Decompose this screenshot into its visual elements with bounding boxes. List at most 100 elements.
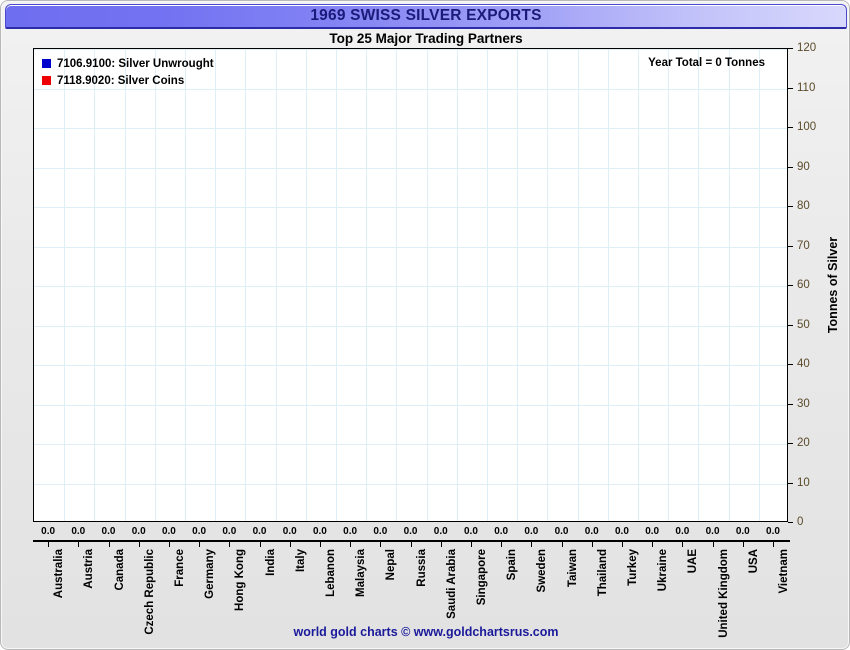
y-axis-tick <box>788 285 793 286</box>
x-axis-category: Nepal <box>365 541 397 649</box>
x-axis-tick <box>621 541 623 547</box>
page-title: 1969 SWISS SILVER EXPORTS <box>310 7 542 24</box>
y-axis-tick-label: 40 <box>797 358 810 370</box>
bar-value-label: 0.0 <box>705 526 720 537</box>
bar-value-label: 0.0 <box>645 526 660 537</box>
y-axis-tick <box>788 483 793 484</box>
x-axis-category: Turkey <box>607 541 639 649</box>
gridline-vertical <box>336 49 337 521</box>
gridline-vertical <box>698 49 699 521</box>
x-axis-tick <box>48 541 50 547</box>
bar-value-label: 0.0 <box>71 526 86 537</box>
gridline-vertical <box>608 49 609 521</box>
y-axis-tick <box>788 127 793 128</box>
gridline-vertical <box>306 49 307 521</box>
x-axis-tick <box>591 541 593 547</box>
x-axis-tick <box>108 541 110 547</box>
x-axis-category: Australia <box>33 541 65 649</box>
x-axis-category: Lebanon <box>305 541 337 649</box>
y-axis-tick <box>788 404 793 405</box>
bar-value-label: 0.0 <box>615 526 629 537</box>
gridline-vertical <box>517 49 518 521</box>
y-axis-tick-label: 80 <box>797 200 810 212</box>
legend-item[interactable]: 7106.9100: Silver Unwrought <box>42 56 214 71</box>
y-axis-tick-label: 0 <box>797 516 804 528</box>
bar-value-label: 0.0 <box>252 526 267 537</box>
gridline-vertical <box>547 49 548 521</box>
x-axis-category-row: Australia Austria Canada Czech Republic Fran… <box>33 541 790 649</box>
plot-area: 7106.9100: Silver Unwrought 7118.9020: Si… <box>33 48 788 522</box>
x-axis-category-label: Vietnam <box>777 549 790 594</box>
x-axis-category: USA <box>728 541 760 649</box>
gridline-horizontal <box>34 89 787 90</box>
x-axis-tick <box>78 541 80 547</box>
footer-credit: world gold charts © www.goldchartsrus.co… <box>293 625 559 639</box>
bar-value-label: 0.0 <box>312 526 327 537</box>
y-axis-tick <box>788 88 793 89</box>
x-axis-tick <box>440 541 442 547</box>
bar-value-label: 0.0 <box>735 526 750 537</box>
y-axis-title-text: Tonnes of Silver <box>826 236 841 334</box>
bar-value-label: 0.0 <box>584 526 599 537</box>
gridline-horizontal <box>34 168 787 169</box>
x-axis-tick <box>712 541 714 547</box>
x-axis-category: Italy <box>275 541 307 649</box>
legend-item[interactable]: 7118.9020: Silver Coins <box>42 73 214 88</box>
gridline-vertical <box>185 49 186 521</box>
x-axis-category: Sweden <box>516 541 548 649</box>
gridline-vertical <box>245 49 246 521</box>
y-axis-tick <box>788 443 793 444</box>
y-axis-tick <box>788 206 793 207</box>
y-axis-tick-label: 70 <box>797 240 810 252</box>
gridline-vertical <box>366 49 367 521</box>
x-axis-category: India <box>244 541 277 649</box>
y-axis-tick <box>788 167 793 168</box>
x-axis-tick <box>410 541 412 547</box>
x-axis-category: Vietnam <box>758 541 790 649</box>
x-axis-category: Taiwan <box>546 541 579 649</box>
bar-value-label: 0.0 <box>343 526 358 537</box>
gridline-vertical <box>729 49 730 521</box>
x-axis-category: UAE <box>667 541 699 649</box>
year-total-annotation: Year Total = 0 Tonnes <box>648 57 765 69</box>
legend-swatch-icon <box>42 76 51 85</box>
x-axis-category: France <box>154 541 186 649</box>
gridline-vertical <box>668 49 669 521</box>
bar-value-label: 0.0 <box>463 526 478 537</box>
x-axis-category: Spain <box>486 541 518 649</box>
bar-value-label: 0.0 <box>192 526 207 537</box>
gridline-vertical <box>396 49 397 521</box>
x-axis-tick <box>199 541 201 547</box>
bar-value-label: 0.0 <box>161 526 176 537</box>
bar-value-label: 0.0 <box>222 526 237 537</box>
x-axis-category: Germany <box>184 541 216 649</box>
gridline-vertical <box>487 49 488 521</box>
x-axis-tick <box>229 541 231 547</box>
x-axis-category: Singapore <box>456 541 488 649</box>
x-axis-tick <box>772 541 774 547</box>
x-axis-tick <box>259 541 261 547</box>
gridline-horizontal <box>34 286 787 287</box>
gridline-horizontal <box>34 49 787 50</box>
gridline-vertical <box>64 49 65 521</box>
y-axis-tick-label: 20 <box>797 437 810 449</box>
y-axis-tick-label: 120 <box>797 42 817 54</box>
y-axis-tick-label: 110 <box>797 82 816 94</box>
chart-legend: 7106.9100: Silver Unwrought 7118.9020: Si… <box>42 56 214 90</box>
x-axis-category: Czech Republic <box>124 541 156 649</box>
y-axis-tick <box>788 325 793 326</box>
bar-value-label: 0.0 <box>433 526 448 537</box>
chart-area: 7106.9100: Silver Unwrought 7118.9020: Si… <box>17 42 840 638</box>
gridline-vertical <box>457 49 458 521</box>
gridline-horizontal <box>34 444 787 445</box>
gridline-horizontal <box>34 484 787 485</box>
y-axis-tick-label: 100 <box>797 121 817 133</box>
gridline-vertical <box>427 49 428 521</box>
gridline-horizontal <box>34 247 787 248</box>
gridline-horizontal <box>34 128 787 129</box>
x-axis-category: United Kingdom <box>697 541 730 649</box>
x-axis-tick <box>682 541 684 547</box>
y-axis-tick <box>788 48 793 49</box>
y-axis-tick-label: 10 <box>797 477 810 489</box>
